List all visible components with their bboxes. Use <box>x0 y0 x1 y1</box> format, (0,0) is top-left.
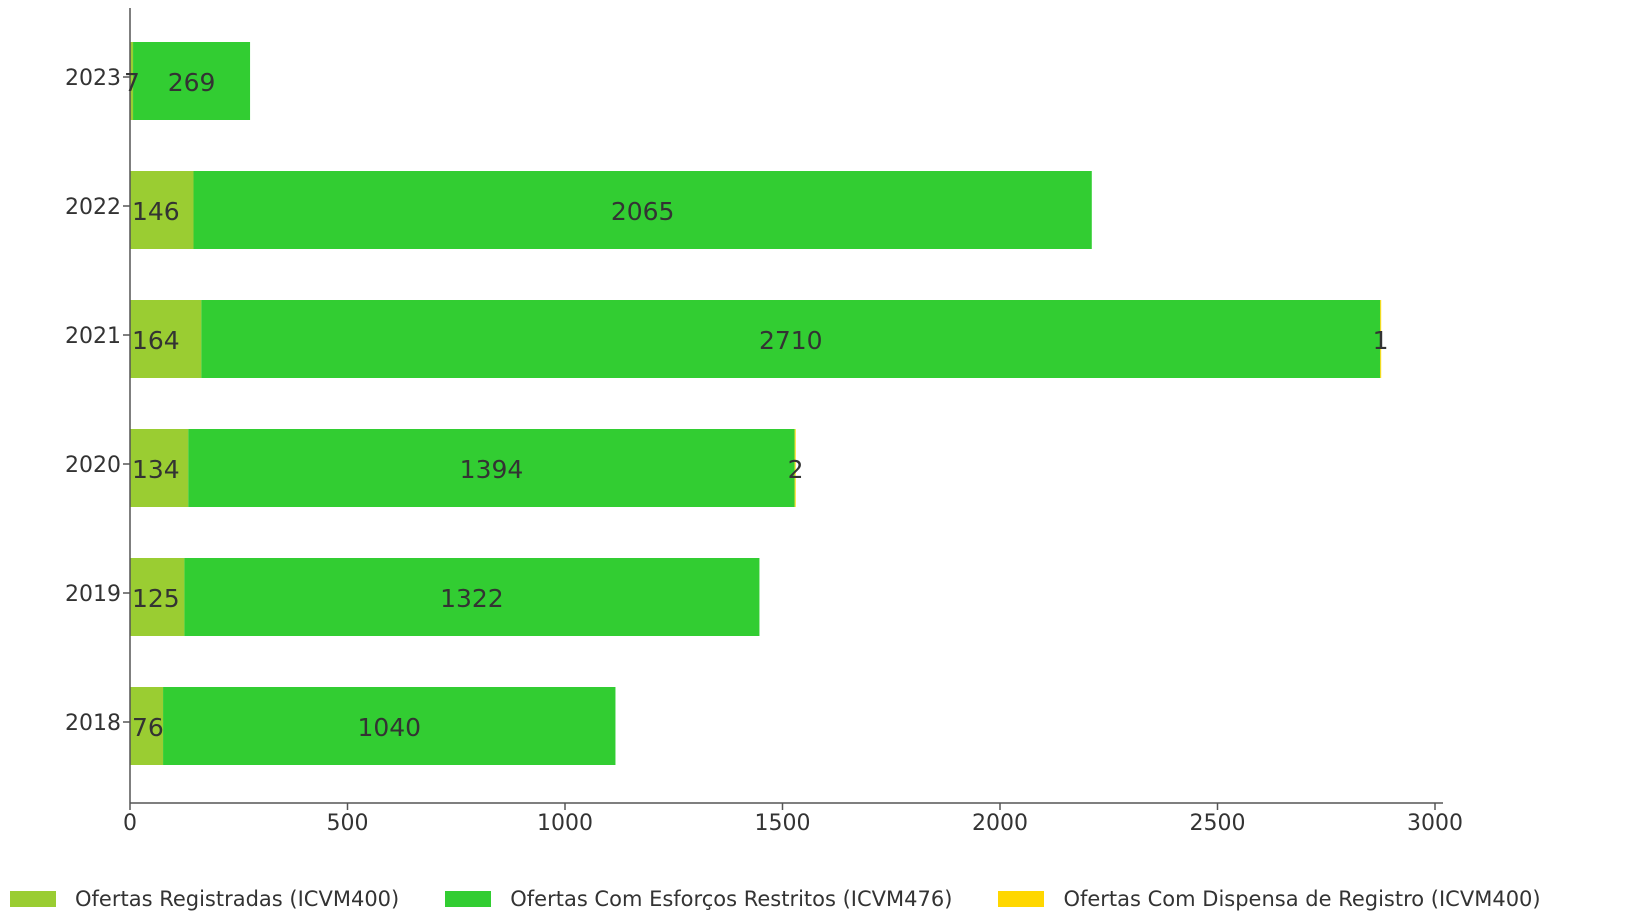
legend-label-registradas: Ofertas Registradas (ICVM400) <box>75 887 400 911</box>
bar-2023-series-0[interactable] <box>130 42 134 120</box>
x-tick-label-1000: 1000 <box>537 811 593 836</box>
bar-2020-series-1[interactable] <box>188 429 795 507</box>
bar-2018-series-1[interactable] <box>163 687 616 765</box>
data-label-2020-series-1: 1394 <box>460 455 524 484</box>
bar-2018-series-0[interactable] <box>130 687 164 765</box>
y-tick-label-2018: 2018 <box>65 711 121 736</box>
y-tick-label-2023: 2023 <box>65 66 121 91</box>
legend-label-esforcos-restritos: Ofertas Com Esforços Restritos (ICVM476) <box>510 887 953 911</box>
stacked-bar-chart: 2023 2022 2021 2020 2019 2018 0 500 1000 1500 2000… <box>65 8 1463 836</box>
bar-2023-series-1[interactable] <box>133 42 251 120</box>
x-tick-label-2000: 2000 <box>972 811 1028 836</box>
legend-label-dispensa-registro: Ofertas Com Dispensa de Registro (ICVM40… <box>1063 887 1541 911</box>
y-tick-label-2019: 2019 <box>65 582 121 607</box>
bar-2021-series-1[interactable] <box>201 300 1381 378</box>
data-label-2022-series-1: 2065 <box>611 197 675 226</box>
legend-item-registradas[interactable]: Ofertas Registradas (ICVM400) <box>10 887 399 911</box>
x-tick-label-3000: 3000 <box>1407 811 1463 836</box>
data-label-2021-series-2: 1 <box>1373 326 1389 355</box>
value-labels-layer: 7 269 146 2065 164 2710 1 134 1394 2 125 1322 76 1040 <box>124 68 1389 742</box>
bar-2020-series-2[interactable] <box>794 429 796 507</box>
bar-2021-series-0[interactable] <box>130 300 202 378</box>
data-label-2022-series-0: 146 <box>132 197 180 226</box>
y-tick-label-2021: 2021 <box>65 324 121 349</box>
data-label-2020-series-2: 2 <box>788 455 804 484</box>
data-label-2019-series-1: 1322 <box>440 584 504 613</box>
x-tick-label-1500: 1500 <box>755 811 811 836</box>
data-label-2021-series-0: 164 <box>132 326 180 355</box>
legend-item-dispensa-registro[interactable]: Ofertas Com Dispensa de Registro (ICVM40… <box>998 887 1541 911</box>
bar-2019-series-0[interactable] <box>130 558 185 636</box>
bar-2022-series-0[interactable] <box>130 171 194 249</box>
bar-2019-series-1[interactable] <box>184 558 760 636</box>
data-label-2023-series-1: 269 <box>168 68 216 97</box>
bars-layer <box>130 42 1382 765</box>
legend-swatch-registradas <box>10 891 56 907</box>
legend-swatch-dispensa-registro <box>998 891 1045 907</box>
bar-2021-series-2[interactable] <box>1380 300 1382 378</box>
y-tick-label-2020: 2020 <box>65 453 121 478</box>
legend: Ofertas Registradas (ICVM400) Ofertas Co… <box>10 884 1541 914</box>
x-tick-label-2500: 2500 <box>1190 811 1246 836</box>
data-label-2018-series-0: 76 <box>132 713 164 742</box>
data-label-2020-series-0: 134 <box>132 455 180 484</box>
x-tick-label-500: 500 <box>327 811 369 836</box>
data-label-2019-series-0: 125 <box>132 584 180 613</box>
x-tick-label-0: 0 <box>123 811 137 836</box>
legend-swatch-esforcos-restritos <box>445 891 492 907</box>
data-label-2021-series-1: 2710 <box>759 326 823 355</box>
legend-item-esforcos-restritos[interactable]: Ofertas Com Esforços Restritos (ICVM476) <box>445 887 952 911</box>
y-tick-label-2022: 2022 <box>65 195 121 220</box>
bar-2022-series-1[interactable] <box>193 171 1092 249</box>
data-label-2023-series-0: 7 <box>124 68 140 97</box>
axes-layer: 2023 2022 2021 2020 2019 2018 0 500 1000 1500 2000… <box>65 8 1463 836</box>
data-label-2018-series-1: 1040 <box>357 713 421 742</box>
bar-2020-series-0[interactable] <box>130 429 189 507</box>
